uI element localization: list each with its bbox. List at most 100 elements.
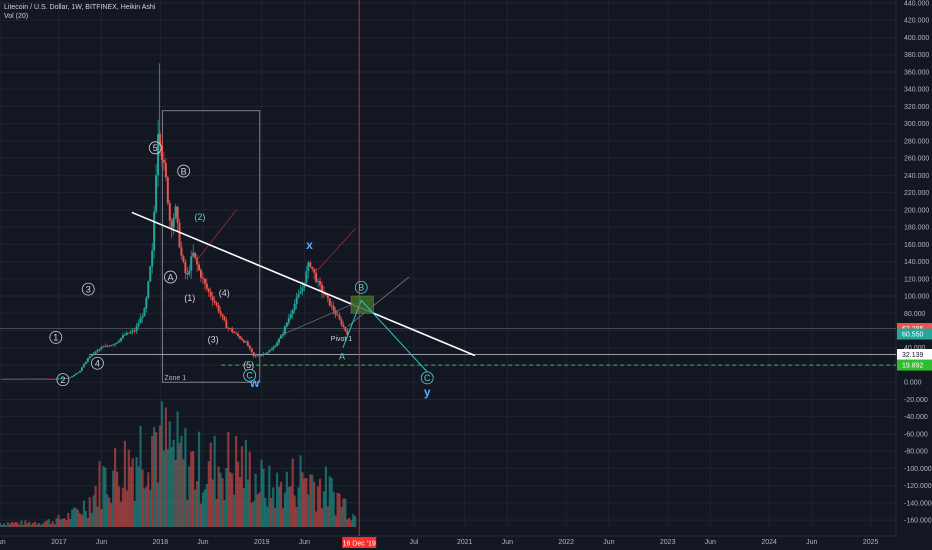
- volume-bar: [80, 514, 84, 527]
- candle-body: [227, 327, 230, 329]
- wave-label: 4: [95, 358, 100, 368]
- volume-bar: [256, 494, 259, 527]
- volume-bar: [221, 478, 224, 527]
- y-axis-tick-label: -40.000: [904, 414, 928, 421]
- candle-body: [20, 378, 23, 380]
- volume-bar: [168, 421, 171, 527]
- x-axis-tick-label: Jun: [0, 539, 6, 546]
- y-axis-tick-label: -60.000: [904, 431, 928, 438]
- volume-bar: [47, 519, 50, 527]
- price-badge: [897, 359, 932, 371]
- volume-bar: [158, 425, 162, 527]
- volume-bar: [0, 522, 2, 527]
- volume-bar: [318, 478, 322, 527]
- candle-body: [326, 295, 329, 299]
- candle-body: [221, 314, 224, 317]
- price-badge-label: 19.892: [902, 363, 924, 370]
- volume-bar: [166, 449, 169, 527]
- volume-bar: [125, 490, 128, 527]
- candle-body: [137, 323, 140, 327]
- candle-body: [151, 250, 154, 267]
- candle-body: [192, 252, 195, 257]
- candle-body: [237, 333, 240, 337]
- candle-body: [201, 277, 204, 279]
- zone-label: Zone 1: [164, 375, 186, 382]
- y-axis-tick-label: 240.000: [904, 173, 929, 180]
- candle-body: [73, 374, 76, 377]
- volume-bar: [14, 521, 17, 527]
- x-axis-tick-label: Jun: [603, 539, 614, 546]
- candle-body: [110, 345, 113, 346]
- candle-body: [2, 378, 5, 380]
- volume-bar: [78, 513, 82, 527]
- volume-bar: [190, 451, 193, 527]
- volume-bar: [92, 495, 95, 527]
- candle-body: [256, 355, 259, 357]
- volume-bar: [340, 507, 343, 527]
- wave-label: 2: [60, 375, 65, 385]
- volume-bar: [219, 472, 222, 527]
- candle-body: [211, 296, 214, 301]
- candle-body: [295, 297, 298, 304]
- wave-label: (4): [219, 288, 230, 298]
- volume-bar: [207, 461, 210, 527]
- volume-bar: [330, 477, 333, 527]
- candle-body: [328, 298, 331, 306]
- volume-bar: [211, 479, 214, 527]
- x-axis-tick-label: Jun: [96, 539, 107, 546]
- volume-bar: [0, 524, 4, 527]
- candle-body: [43, 378, 46, 380]
- wave-label-circle: [56, 373, 70, 387]
- candle-body: [26, 378, 29, 380]
- candle-body: [332, 305, 335, 312]
- candle-body: [258, 355, 261, 357]
- volume-bar: [326, 506, 329, 527]
- volume-bar: [162, 450, 166, 527]
- volume-bar: [303, 478, 306, 527]
- chart-legend: Litecoin / U.S. Dollar, 1W, BITFINEX, He…: [4, 3, 155, 21]
- wave-label-circle: [148, 141, 162, 155]
- candle-body: [203, 278, 206, 284]
- y-axis-tick-label: 320.000: [904, 104, 929, 111]
- y-axis-tick-label: 160.000: [904, 242, 929, 249]
- candle-body: [145, 297, 148, 309]
- volume-bar: [123, 440, 126, 527]
- wave-label: (5): [243, 360, 254, 370]
- candle-body: [330, 305, 333, 307]
- volume-bar: [129, 467, 132, 527]
- volume-bar: [30, 524, 33, 527]
- price-badge: [897, 328, 932, 340]
- channel-line: [281, 302, 356, 336]
- zone-box: [161, 110, 261, 383]
- wave-label-circle: [49, 330, 63, 344]
- volume-bar: [135, 457, 138, 527]
- candle-body: [229, 328, 232, 329]
- candle-body: [16, 378, 19, 380]
- x-axis-tick-label: 2023: [660, 539, 676, 546]
- y-axis-tick-label: 360.000: [904, 69, 929, 76]
- volume-bar: [309, 474, 312, 527]
- candle-body: [262, 353, 265, 355]
- volume-bar: [250, 502, 253, 527]
- volume-bar: [215, 498, 218, 527]
- volume-bar: [350, 520, 353, 527]
- volume-bar: [213, 435, 216, 527]
- volume-bar: [233, 494, 236, 527]
- volume-bar: [225, 468, 228, 527]
- volume-bar: [184, 427, 187, 527]
- volume-bar: [260, 459, 263, 527]
- volume-bar: [76, 509, 80, 527]
- x-axis-tick-label: 2025: [863, 539, 879, 546]
- volume-bar: [108, 497, 111, 527]
- volume-bar: [96, 506, 99, 527]
- wave-label: w: [249, 376, 260, 390]
- y-axis-tick-label: 180.000: [904, 225, 929, 232]
- candle-body: [131, 330, 134, 332]
- candle-body: [143, 308, 146, 317]
- volume-bar: [197, 431, 201, 527]
- volume-bar: [112, 470, 115, 527]
- candle-body: [205, 283, 208, 289]
- volume-bar: [145, 486, 148, 527]
- volume-bar: [57, 514, 60, 527]
